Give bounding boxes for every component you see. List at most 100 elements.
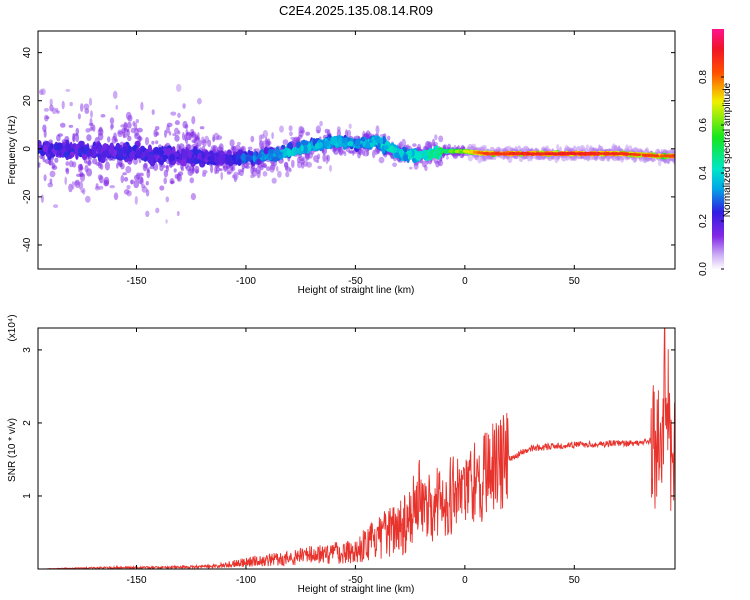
spectral-halo-blob — [315, 125, 322, 134]
y-tick-label: 1 — [22, 493, 33, 499]
spectral-halo-blob — [191, 131, 194, 136]
spectral-ridge-blob — [80, 146, 85, 152]
spectrogram-y-axis-label: Frequency (Hz) — [7, 116, 18, 185]
colorbar-strip — [712, 77, 724, 80]
colorbar-strip — [712, 161, 724, 164]
spectral-halo-blob — [109, 185, 115, 189]
spectral-halo-blob — [177, 130, 181, 135]
spectral-halo-blob — [197, 97, 202, 105]
spectral-halo-blob — [68, 160, 74, 168]
spectral-ridge-blob — [123, 145, 127, 155]
spectral-halo-blob — [336, 126, 341, 132]
spectral-halo-blob — [72, 135, 76, 143]
spectral-halo-blob — [437, 161, 441, 166]
spectral-peak-band — [463, 150, 468, 153]
colorbar-strip — [712, 221, 724, 224]
spectral-halo-blob — [64, 176, 67, 185]
spectral-halo-blob — [276, 165, 279, 172]
spectral-halo-blob — [120, 124, 126, 128]
spectral-halo-blob — [409, 166, 413, 170]
colorbar-strip — [712, 213, 724, 216]
colorbar-strip — [712, 45, 724, 48]
spectral-halo-blob — [633, 147, 638, 152]
spectral-halo-blob — [139, 172, 144, 177]
colorbar-strip — [712, 51, 724, 54]
spectral-halo-blob — [107, 136, 111, 143]
spectral-halo-blob — [116, 162, 119, 169]
spectral-ridge-blob — [274, 149, 280, 157]
spectral-halo-blob — [90, 110, 93, 118]
spectral-halo-blob — [324, 128, 329, 134]
spectral-ridge-blob — [225, 155, 231, 161]
colorbar-strip — [712, 183, 724, 186]
spectral-halo-blob — [104, 161, 110, 171]
spectral-halo-blob — [669, 148, 674, 155]
spectral-ridge-blob — [338, 138, 342, 148]
colorbar-strip — [712, 199, 724, 202]
spectral-halo-blob — [68, 124, 74, 128]
colorbar-tick-label: 0.0 — [698, 262, 709, 276]
spectral-halo-blob — [279, 125, 284, 133]
spectral-peak-band — [531, 152, 536, 155]
colorbar-strip — [712, 89, 724, 92]
spectral-halo-blob — [348, 123, 352, 129]
spectral-halo-blob — [658, 159, 662, 167]
spectral-halo-blob — [299, 126, 305, 131]
spectral-ridge-blob — [330, 136, 337, 145]
spectral-halo-blob — [80, 103, 84, 112]
spectral-halo-blob — [88, 122, 94, 127]
spectral-halo-blob — [195, 137, 201, 141]
spectral-halo-blob — [127, 135, 132, 142]
colorbar-strip — [712, 171, 724, 174]
spectral-peak-band — [527, 152, 533, 155]
spectral-halo-blob — [174, 134, 180, 142]
spectral-halo-blob — [347, 129, 352, 138]
spectral-halo-blob — [197, 139, 202, 147]
spectral-halo-blob — [357, 150, 361, 159]
colorbar-strip — [712, 141, 724, 144]
spectral-ridge-blob — [263, 146, 269, 155]
spectral-ridge-blob — [171, 146, 176, 154]
colorbar-strip — [712, 79, 724, 82]
spectral-halo-blob — [260, 134, 265, 139]
spectral-halo-blob — [137, 176, 144, 185]
colorbar-strip — [712, 163, 724, 166]
spectral-halo-blob — [470, 143, 477, 150]
colorbar-strip — [712, 55, 724, 58]
spectral-halo-blob — [57, 133, 64, 137]
spectral-peak-band — [628, 153, 633, 156]
colorbar-strip — [712, 131, 724, 134]
colorbar-strip — [712, 189, 724, 192]
colorbar-strip — [712, 43, 724, 46]
colorbar-strip — [712, 145, 724, 148]
spectral-halo-blob — [216, 135, 223, 141]
spectral-halo-blob — [189, 177, 195, 184]
colorbar-strip — [712, 147, 724, 150]
spectral-halo-blob — [142, 163, 148, 172]
x-tick-label: 50 — [569, 276, 581, 287]
spectral-ridge-blob — [101, 151, 106, 158]
spectral-peak-band — [649, 154, 655, 157]
spectral-halo-blob — [85, 195, 91, 203]
spectral-halo-blob — [220, 171, 223, 181]
colorbar-strip — [712, 99, 724, 102]
spectral-ridge-blob — [47, 146, 52, 155]
spectral-halo-blob — [229, 139, 235, 147]
spectral-halo-blob — [226, 171, 231, 175]
colorbar-strip — [712, 205, 724, 208]
spectral-ridge-blob — [201, 151, 206, 160]
spectral-halo-blob — [133, 180, 139, 189]
spectral-ridge-blob — [102, 145, 108, 150]
colorbar-strip — [712, 133, 724, 136]
spectral-halo-blob — [113, 132, 117, 141]
spectral-halo-blob — [247, 146, 253, 151]
x-tick-label: -50 — [348, 575, 363, 586]
spectral-peak-band — [653, 154, 658, 157]
spectral-halo-blob — [65, 167, 69, 172]
spectral-halo-blob — [378, 156, 385, 164]
spectral-ridge-blob — [307, 143, 312, 152]
y-tick-label: -20 — [22, 189, 33, 204]
spectral-ridge-blob — [381, 135, 387, 145]
spectral-ridge-blob — [165, 147, 172, 157]
